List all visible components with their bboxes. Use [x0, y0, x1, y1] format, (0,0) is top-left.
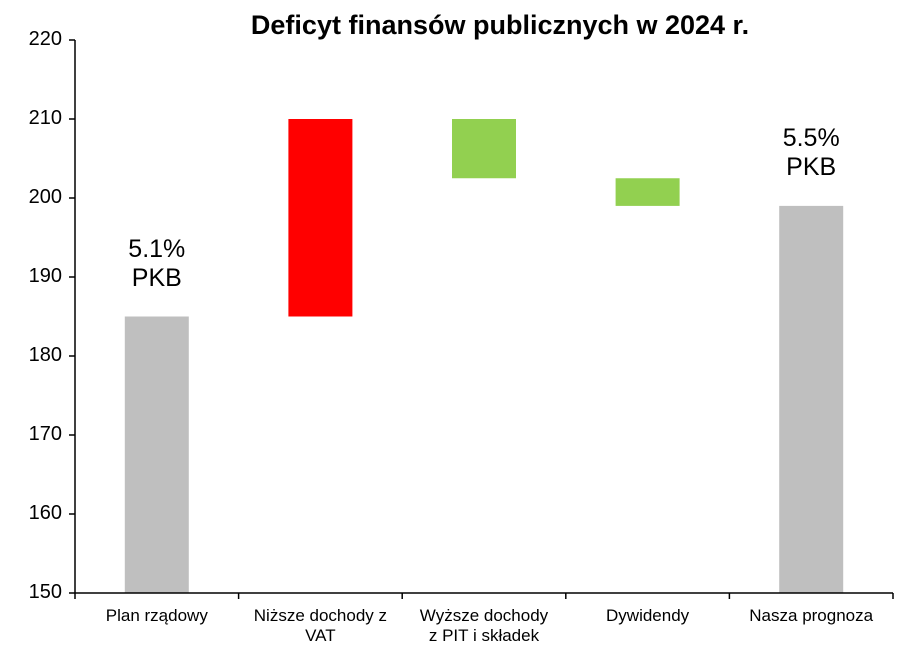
bar-total	[779, 205, 844, 593]
pkb-annotation: 5.1% PKB	[128, 234, 186, 292]
bar-decrease	[452, 119, 516, 179]
x-category-label: Niższe dochody z VAT	[253, 606, 387, 645]
y-tick-label: 150	[28, 581, 62, 603]
x-category-label: Dywidendy	[606, 606, 690, 625]
y-tick-label: 220	[28, 28, 62, 50]
bar-increase	[288, 119, 353, 317]
chart-title: Deficyt finansów publicznych w 2024 r.	[250, 10, 750, 40]
x-category-label: Wyższe dochody z PIT i składek	[419, 606, 549, 645]
y-tick-label: 210	[28, 107, 62, 129]
y-tick-label: 200	[28, 186, 62, 208]
y-tick-label: 180	[28, 344, 62, 366]
pkb-annotation: 5.5% PKB	[782, 123, 840, 181]
x-category-label: Plan rządowy	[105, 606, 208, 625]
bar-total	[124, 316, 189, 593]
y-tick-label: 170	[28, 423, 62, 445]
y-tick-label: 160	[28, 502, 62, 524]
bar-decrease	[615, 178, 680, 206]
y-tick-label: 190	[28, 265, 62, 287]
x-category-label: Nasza prognoza	[749, 606, 874, 625]
